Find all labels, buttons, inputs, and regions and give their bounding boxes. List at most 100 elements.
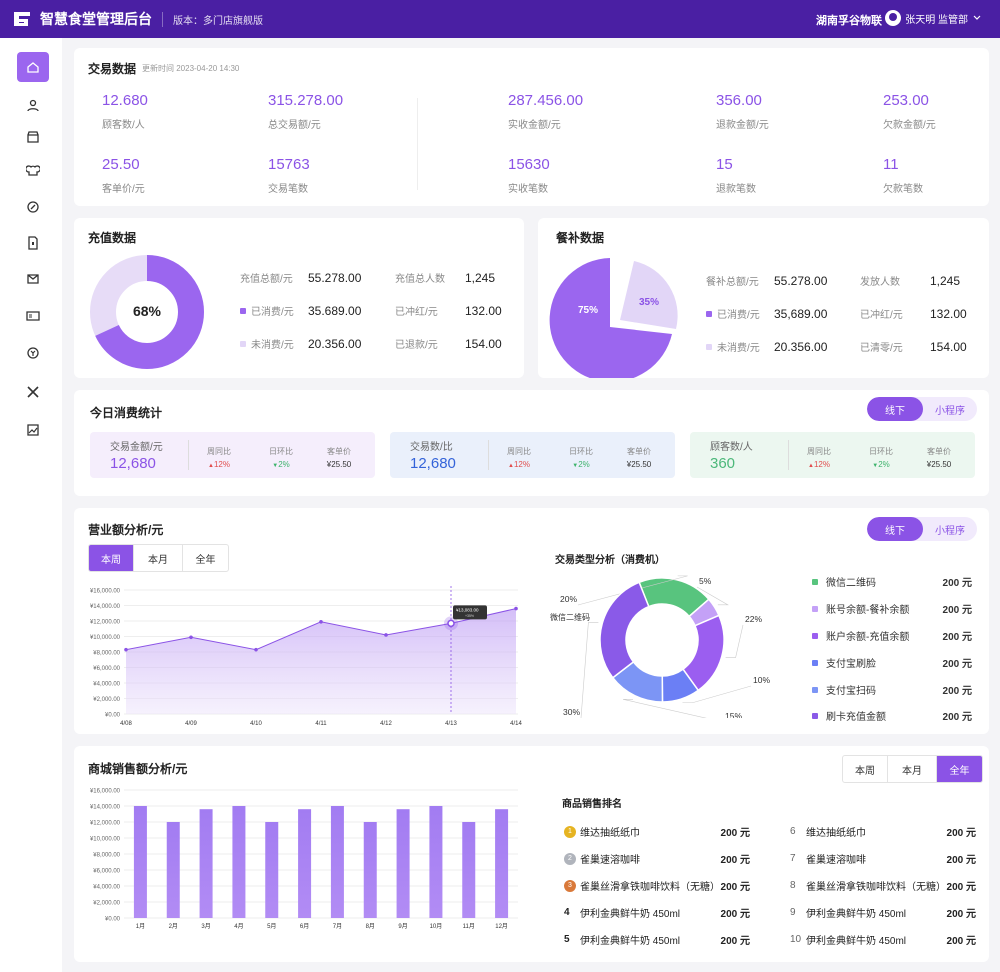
metric-number: 12% — [813, 460, 830, 469]
sidebar-item-0[interactable] — [17, 52, 49, 82]
sidebar-item-7[interactable] — [17, 301, 49, 331]
tab-miniapp[interactable]: 小程序 — [935, 405, 965, 417]
revenue-period-tabs[interactable]: 本周 本月 全年 — [88, 544, 229, 572]
metric-value: ▲12% — [794, 460, 844, 469]
y-tick-label: ¥2,000.00 — [93, 697, 120, 703]
product-amount: 200 元 — [720, 882, 750, 893]
today-metric: 客单价 ¥25.50 — [314, 446, 364, 469]
today-metric: 周同比 ▲12% — [494, 446, 544, 469]
data-point — [514, 606, 518, 611]
kv-item: 已冲红/元 132.00 — [860, 306, 1000, 322]
today-channel-toggle[interactable]: 线下 小程序 — [867, 397, 977, 421]
slice-percent-label: 20% — [560, 594, 577, 604]
kv-value: 55.278.00 — [308, 270, 362, 285]
sidebar-item-5[interactable] — [17, 228, 49, 258]
legend-swatch — [812, 632, 818, 639]
sidebar — [0, 38, 62, 972]
user-menu[interactable]: 张天明 监管部 — [885, 10, 982, 26]
ranking-title: 商品销售排名 — [562, 799, 622, 810]
tab-year[interactable]: 全年 — [937, 756, 982, 782]
kv-item: 未消费/元 20.356.00 — [706, 339, 856, 354]
tab-month[interactable]: 本月 — [134, 545, 183, 571]
y-tick-label: ¥0.00 — [105, 713, 121, 719]
slice-name-label: 微信二维码 — [550, 612, 590, 622]
stat-value: 15763 — [268, 156, 310, 173]
tooltip-sub: +35% — [465, 614, 474, 618]
rank-number: 8 — [790, 880, 796, 891]
x-tick-label: 2月 — [169, 923, 178, 930]
sidebar-item-4[interactable] — [17, 192, 49, 222]
bar — [298, 809, 312, 918]
tab-week[interactable]: 本周 — [89, 545, 134, 571]
today-block-title: 顾客数/人 — [710, 442, 753, 453]
legend-label: 微信二维码 — [826, 578, 876, 589]
slice-percent-label: 15% — [725, 711, 742, 718]
product-name: 雀巢速溶咖啡 — [580, 855, 640, 866]
y-tick-label: ¥2,000.00 — [93, 901, 120, 907]
tab-month[interactable]: 本月 — [888, 756, 937, 782]
kv-value: 1,245 — [465, 270, 496, 285]
tab-year[interactable]: 全年 — [195, 554, 216, 566]
mall-bar-chart: ¥0.00 ¥2,000.00 ¥4,000.00 ¥6,000.00 ¥8,000.0… — [90, 789, 518, 930]
sidebar-item-9[interactable] — [17, 377, 49, 407]
kv-value: 132.00 — [465, 303, 502, 318]
ranking-item: 5 伊利金典鲜牛奶 450ml 200 元 — [564, 932, 750, 947]
stat-value: 287.456.00 — [508, 92, 584, 109]
sidebar-item-1[interactable] — [17, 90, 49, 120]
metric-label: 周同比 — [207, 447, 231, 456]
rank-number: 7 — [790, 853, 796, 864]
legend-amount: 200 元 — [942, 578, 972, 589]
kv-item: 已退款/元 154.00 — [395, 336, 545, 352]
sidebar-item-2[interactable] — [17, 122, 49, 152]
rank-number: 5 — [564, 934, 570, 945]
sidebar-item-8[interactable] — [17, 338, 49, 368]
stat-label: 欠款笔数 — [883, 184, 923, 195]
y-tick-label: ¥4,000.00 — [93, 682, 120, 688]
bar — [429, 806, 443, 918]
legend-swatch — [812, 578, 818, 585]
tab-week[interactable]: 本周 — [843, 756, 888, 782]
slice-percent-label: 5% — [699, 576, 712, 586]
legend-swatch — [812, 659, 818, 666]
x-tick-label: 4/11 — [315, 721, 327, 727]
bar — [133, 806, 147, 918]
arrow-down-icon: ▼ — [272, 463, 279, 469]
kv-value: 20.356.00 — [308, 336, 362, 351]
stat-label: 退款笔数 — [716, 184, 756, 195]
mall-period-tabs[interactable]: 本周 本月 全年 — [842, 755, 983, 783]
sidebar-item-6[interactable] — [17, 264, 49, 294]
subsidy-big-label: 75% — [578, 305, 599, 316]
bar — [363, 822, 377, 918]
ranking-item: 9 伊利金典鲜牛奶 450ml 200 元 — [790, 905, 976, 920]
sidebar-item-3[interactable] — [17, 155, 49, 185]
stat-label: 实收笔数 — [508, 184, 548, 195]
tab-miniapp[interactable]: 小程序 — [935, 525, 965, 537]
x-tick-label: 6月 — [300, 923, 309, 930]
y-tick-label: ¥16,000.00 — [90, 789, 121, 795]
kv-label: 已消费/元 — [717, 310, 760, 321]
product-amount: 200 元 — [720, 936, 750, 947]
legend-swatch — [812, 712, 818, 719]
metric-value: ▼2% — [256, 460, 306, 469]
tab-offline[interactable]: 线下 — [867, 517, 923, 541]
metric-label: 日环比 — [269, 447, 293, 456]
kv-value: 20.356.00 — [774, 339, 828, 354]
divider — [417, 98, 418, 190]
slice-percent-label: 10% — [753, 675, 770, 685]
stat-item: 15 退款笔数 — [716, 156, 756, 195]
recharge-percent: 68% — [132, 303, 162, 319]
metric-number: 2% — [278, 460, 290, 469]
kv-value: 154.00 — [930, 339, 967, 354]
recharge-donut — [90, 255, 204, 369]
revenue-channel-toggle[interactable]: 线下 小程序 — [867, 517, 977, 541]
stat-value: 253.00 — [883, 92, 929, 109]
stat-value: 356.00 — [716, 92, 762, 109]
x-tick-label: 1月 — [136, 923, 145, 930]
kv-item: 餐补总额/元 55.278.00 — [706, 273, 856, 289]
pie-slice — [599, 581, 650, 679]
org-name: 湖南孚谷物联 — [816, 15, 882, 27]
tab-offline[interactable]: 线下 — [867, 397, 923, 421]
sidebar-item-10[interactable] — [17, 415, 49, 445]
metric-label: 客单价 — [927, 447, 951, 456]
product-name: 伊利金典鲜牛奶 450ml — [580, 936, 681, 947]
